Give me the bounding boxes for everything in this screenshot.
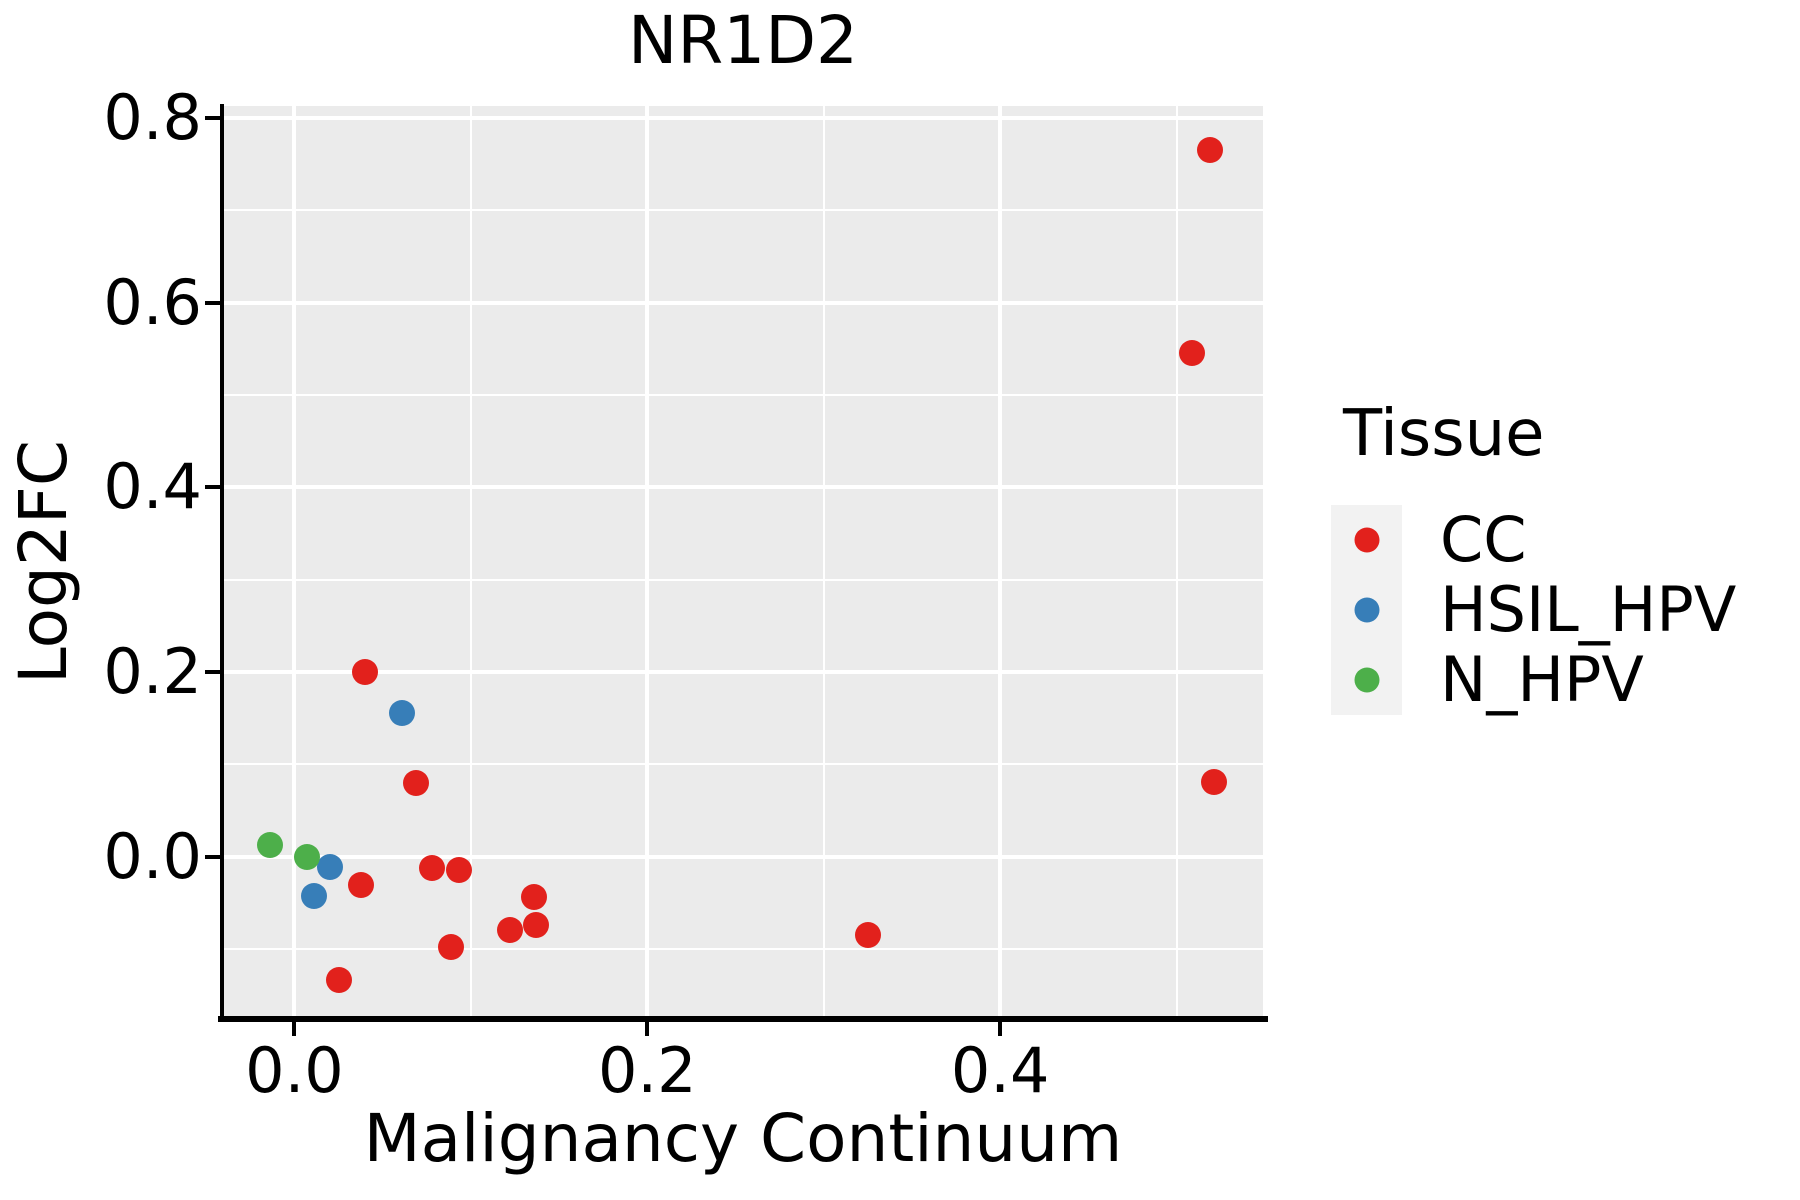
minor-gridline-x [822, 106, 825, 1019]
legend-dot-icon [1354, 667, 1379, 693]
y-tick-label: 0.8 [103, 81, 202, 154]
minor-gridline-y [223, 393, 1263, 396]
legend-item-HSIL_HPV: HSIL_HPV [1331, 575, 1736, 645]
data-point-CC [325, 967, 352, 994]
major-gridline-x [292, 106, 297, 1019]
x-tick-mark [998, 1022, 1003, 1036]
plot-panel [223, 106, 1263, 1019]
panel-background [223, 106, 1263, 1019]
data-point-CC [348, 872, 375, 899]
major-gridline-x [998, 106, 1003, 1019]
data-point-CC [438, 933, 465, 960]
data-point-CC [496, 917, 523, 944]
major-gridline-y [223, 300, 1263, 305]
x-tick-label: 0.4 [950, 1034, 1050, 1107]
x-tick-label: 0.0 [245, 1034, 344, 1107]
major-gridline-y [223, 669, 1263, 674]
data-point-HSIL_HPV [300, 883, 327, 910]
minor-gridline-x [1175, 106, 1178, 1019]
y-tick-mark [205, 116, 220, 120]
data-point-HSIL_HPV [389, 699, 416, 726]
legend-item-CC: CC [1331, 505, 1736, 575]
data-point-N_HPV [256, 832, 283, 859]
x-tick-label: 0.2 [597, 1034, 697, 1107]
x-axis-line [218, 1016, 1268, 1022]
legend-label: CC [1440, 503, 1527, 576]
data-point-CC [419, 854, 446, 881]
legend-dot-icon [1354, 597, 1379, 623]
y-tick-mark [205, 669, 220, 674]
legend-label: HSIL_HPV [1440, 573, 1737, 646]
data-point-CC [403, 769, 430, 796]
data-point-CC [521, 884, 548, 911]
data-point-N_HPV [293, 843, 320, 870]
legend-dot-icon [1354, 527, 1379, 553]
major-gridline-x [645, 106, 650, 1019]
y-tick-label: 0.0 [103, 819, 202, 893]
minor-gridline-y [223, 209, 1263, 212]
data-point-HSIL_HPV [316, 853, 343, 880]
data-point-CC [445, 857, 472, 884]
x-tick-mark [645, 1022, 650, 1036]
minor-gridline-y [223, 763, 1263, 766]
major-gridline-y [223, 854, 1263, 859]
legend-keys: CC HSIL_HPV N_HPV [1331, 505, 1736, 715]
legend-label: N_HPV [1440, 643, 1644, 716]
data-point-CC [1197, 137, 1224, 164]
y-axis-line [220, 104, 224, 1020]
legend-item-N_HPV: N_HPV [1331, 645, 1736, 715]
x-tick-mark [292, 1022, 297, 1036]
x-axis-title: Malignancy Continuum [363, 1100, 1123, 1177]
y-tick-mark [205, 485, 220, 490]
data-point-CC [352, 658, 379, 685]
y-axis-title: Log2FC [5, 440, 82, 684]
major-gridline-y [223, 485, 1263, 490]
data-point-CC [1200, 768, 1227, 795]
data-point-CC [1179, 340, 1206, 367]
legend-key-box [1331, 505, 1402, 575]
minor-gridline-y [223, 578, 1263, 581]
minor-gridline-x [469, 106, 472, 1019]
legend-title: Tissue [1343, 397, 1545, 471]
data-point-CC [523, 911, 550, 938]
y-tick-label: 0.2 [103, 634, 202, 708]
legend-key-box [1331, 575, 1402, 645]
y-tick-mark [205, 300, 220, 305]
data-point-CC [854, 921, 881, 948]
legend-key-box [1331, 645, 1402, 715]
y-tick-label: 0.4 [103, 450, 202, 524]
y-tick-label: 0.6 [103, 265, 202, 339]
plot-title: NR1D2 [627, 2, 859, 79]
minor-gridline-y [223, 947, 1263, 950]
y-tick-mark [205, 854, 220, 859]
major-gridline-y [223, 116, 1263, 120]
